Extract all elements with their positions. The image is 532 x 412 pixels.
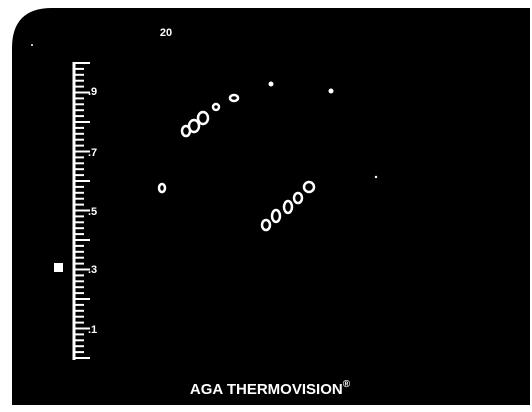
level-marker: [54, 263, 63, 272]
thermovision-screen: 20 .9 .7 .5 .3 .1 AGA THERMOVISION®: [0, 0, 532, 412]
point-spot: [375, 176, 377, 178]
footer: AGA THERMOVISION®: [190, 379, 351, 398]
scale-label: .9: [88, 86, 97, 98]
scale-label: .3: [88, 264, 97, 276]
top-label: 20: [160, 27, 172, 39]
point-spot: [31, 44, 33, 46]
point-spot: [269, 82, 274, 87]
footer-mark: ®: [343, 379, 351, 390]
scale-label: .1: [88, 324, 97, 336]
scale-label: .5: [88, 206, 97, 218]
scale-label: .7: [88, 147, 97, 159]
footer-text: AGA THERMOVISION: [190, 381, 343, 398]
page: {"screen": {"top_label": "20", "scale_la…: [0, 0, 532, 412]
point-spot: [329, 89, 334, 94]
